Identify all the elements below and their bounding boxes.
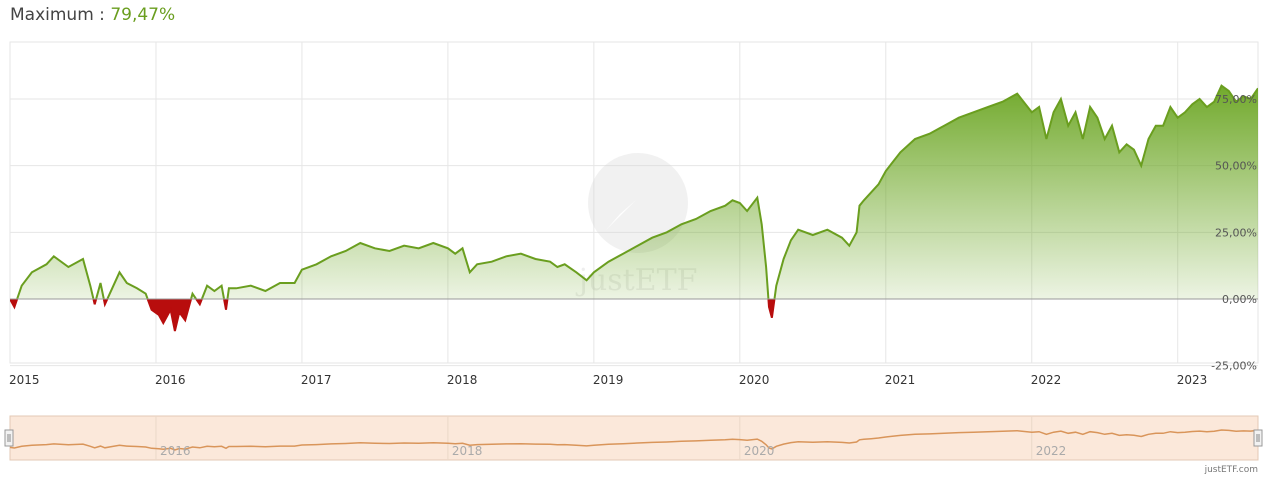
navigator-axis: 2016 2018 2020 2022 — [160, 444, 1066, 458]
watermark-logo-circle — [588, 153, 688, 253]
x-tick-label: 2018 — [447, 373, 478, 387]
navigator-tick-label: 2022 — [1036, 444, 1067, 458]
maximum-label: Maximum : — [10, 5, 111, 25]
y-tick-label: 75,00% — [1215, 93, 1257, 106]
x-tick-label: 2020 — [739, 373, 770, 387]
y-tick-label: 0,00% — [1222, 293, 1257, 306]
credit-text: justETF.com — [1204, 465, 1258, 475]
x-tick-label: 2023 — [1177, 373, 1208, 387]
navigator-line — [9, 429, 1259, 451]
x-axis: 2015 2016 2017 2018 2019 2020 2021 2022 2023 — [9, 373, 1207, 387]
x-tick-label: 2015 — [9, 373, 40, 387]
navigator-handle-right[interactable] — [1253, 429, 1263, 447]
y-tick-label: 50,00% — [1215, 160, 1257, 173]
x-tick-label: 2016 — [155, 373, 186, 387]
navigator[interactable]: 2016 2018 2020 2022 — [4, 415, 1263, 461]
navigator-tick-label: 2020 — [744, 444, 775, 458]
area-positive — [10, 85, 1258, 299]
maximum-headline: Maximum : 79,47% — [10, 5, 175, 25]
x-tick-label: 2021 — [885, 373, 916, 387]
navigator-selection[interactable] — [9, 415, 1259, 461]
y-tick-label: 25,00% — [1215, 226, 1257, 239]
y-axis: 75,00% 50,00% 25,00% 0,00% -25,00% — [1211, 93, 1257, 373]
series-line — [10, 84, 1258, 299]
navigator-handle-left[interactable] — [4, 429, 14, 447]
navigator-tick-label: 2016 — [160, 444, 191, 458]
x-tick-label: 2022 — [1031, 373, 1062, 387]
x-tick-label: 2017 — [301, 373, 332, 387]
series-line-negative — [10, 299, 776, 332]
maximum-value: 79,47% — [110, 5, 176, 25]
x-tick-label: 2019 — [593, 373, 624, 387]
watermark-logo-arrow — [606, 200, 636, 230]
y-tick-label: -25,00% — [1211, 360, 1257, 373]
navigator-tick-label: 2018 — [452, 444, 483, 458]
